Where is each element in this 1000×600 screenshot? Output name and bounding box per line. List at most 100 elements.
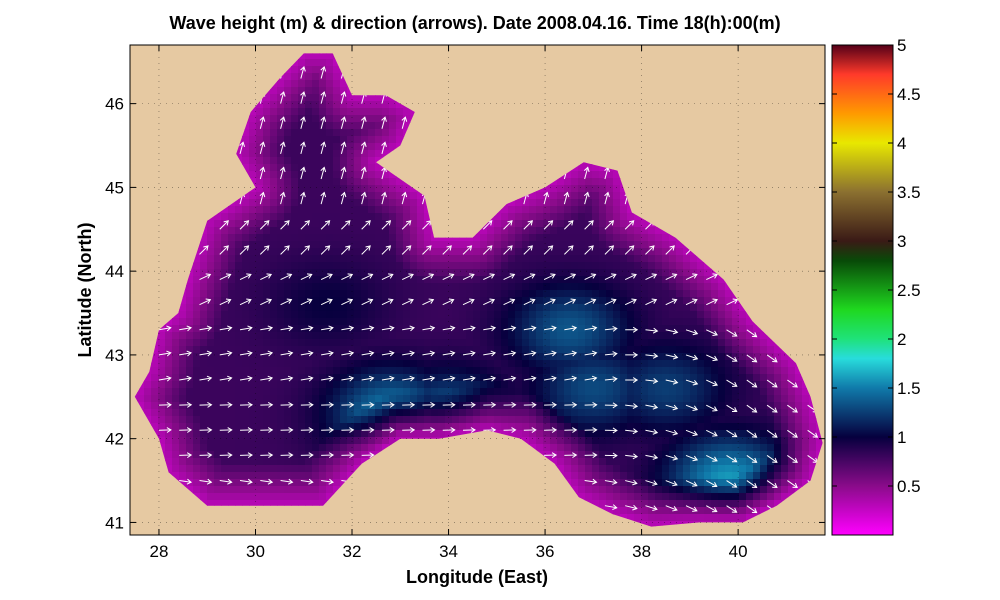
heat-cell [354,192,362,200]
heat-cell [410,248,418,256]
heat-cell [578,325,586,333]
heat-cell [277,262,285,270]
heat-cell [529,381,537,389]
heat-cell [732,325,740,333]
heat-cell [228,213,236,221]
heat-cell [263,115,271,123]
heat-cell [340,213,348,221]
heat-cell [361,290,369,298]
heat-cell [417,248,425,256]
heat-cell [291,164,299,172]
heat-cell [403,213,411,221]
heat-cell [424,367,432,375]
heat-cell [368,150,376,158]
heat-cell [375,269,383,277]
heat-cell [298,276,306,284]
heat-cell [312,66,320,74]
heat-cell [361,122,369,130]
heat-cell [179,304,187,312]
heat-cell [333,381,341,389]
heat-cell [431,248,439,256]
heat-cell [396,283,404,291]
heat-cell [368,185,376,193]
heat-cell [788,360,796,368]
heat-cell [452,283,460,291]
heat-cell [354,115,362,123]
heat-cell [564,367,572,375]
heat-cell [347,339,355,347]
heat-cell [277,220,285,228]
heat-cell [515,304,523,312]
heat-cell [158,346,166,354]
heat-cell [662,269,670,277]
heat-cell [235,283,243,291]
heat-cell [186,346,194,354]
heat-cell [263,262,271,270]
heat-cell [634,220,642,228]
heat-cell [242,339,250,347]
heat-cell [599,346,607,354]
heat-cell [389,318,397,326]
heat-cell [305,185,313,193]
heat-cell [704,339,712,347]
heat-cell [704,311,712,319]
heat-cell [592,297,600,305]
heat-cell [417,234,425,242]
heat-cell [319,101,327,109]
heat-cell [375,318,383,326]
heat-cell [347,346,355,354]
heat-cell [284,122,292,130]
heat-cell [480,388,488,396]
heat-cell [305,304,313,312]
heat-cell [193,325,201,333]
heat-cell [515,388,523,396]
heat-cell [515,318,523,326]
heat-cell [186,318,194,326]
heat-cell [613,192,621,200]
heat-cell [354,101,362,109]
heat-cell [585,311,593,319]
heat-cell [655,381,663,389]
heat-cell [249,360,257,368]
heat-cell [564,374,572,382]
heat-cell [634,311,642,319]
heat-cell [298,80,306,88]
heat-cell [249,339,257,347]
heat-cell [746,325,754,333]
heat-cell [445,339,453,347]
heat-cell [382,171,390,179]
heat-cell [578,213,586,221]
heat-cell [333,290,341,298]
heat-cell [536,360,544,368]
heat-cell [564,339,572,347]
heat-cell [333,94,341,102]
heat-cell [564,262,572,270]
heat-cell [368,255,376,263]
heat-cell [662,346,670,354]
heat-cell [473,360,481,368]
heat-cell [501,346,509,354]
heat-cell [242,157,250,165]
heat-cell [627,311,635,319]
heat-cell [256,192,264,200]
heat-cell [501,234,509,242]
heat-cell [431,346,439,354]
heat-cell [284,234,292,242]
heat-cell [795,374,803,382]
heat-cell [648,339,656,347]
heat-cell [396,360,404,368]
heat-cell [669,255,677,263]
heat-cell [473,255,481,263]
heat-cell [207,339,215,347]
heat-cell [466,290,474,298]
heat-cell [662,276,670,284]
heat-cell [277,269,285,277]
heat-cell [641,367,649,375]
heat-cell [235,290,243,298]
heat-cell [207,269,215,277]
heat-cell [235,353,243,361]
heat-cell [557,353,565,361]
heat-cell [522,227,530,235]
heat-cell [221,234,229,242]
heat-cell [291,318,299,326]
